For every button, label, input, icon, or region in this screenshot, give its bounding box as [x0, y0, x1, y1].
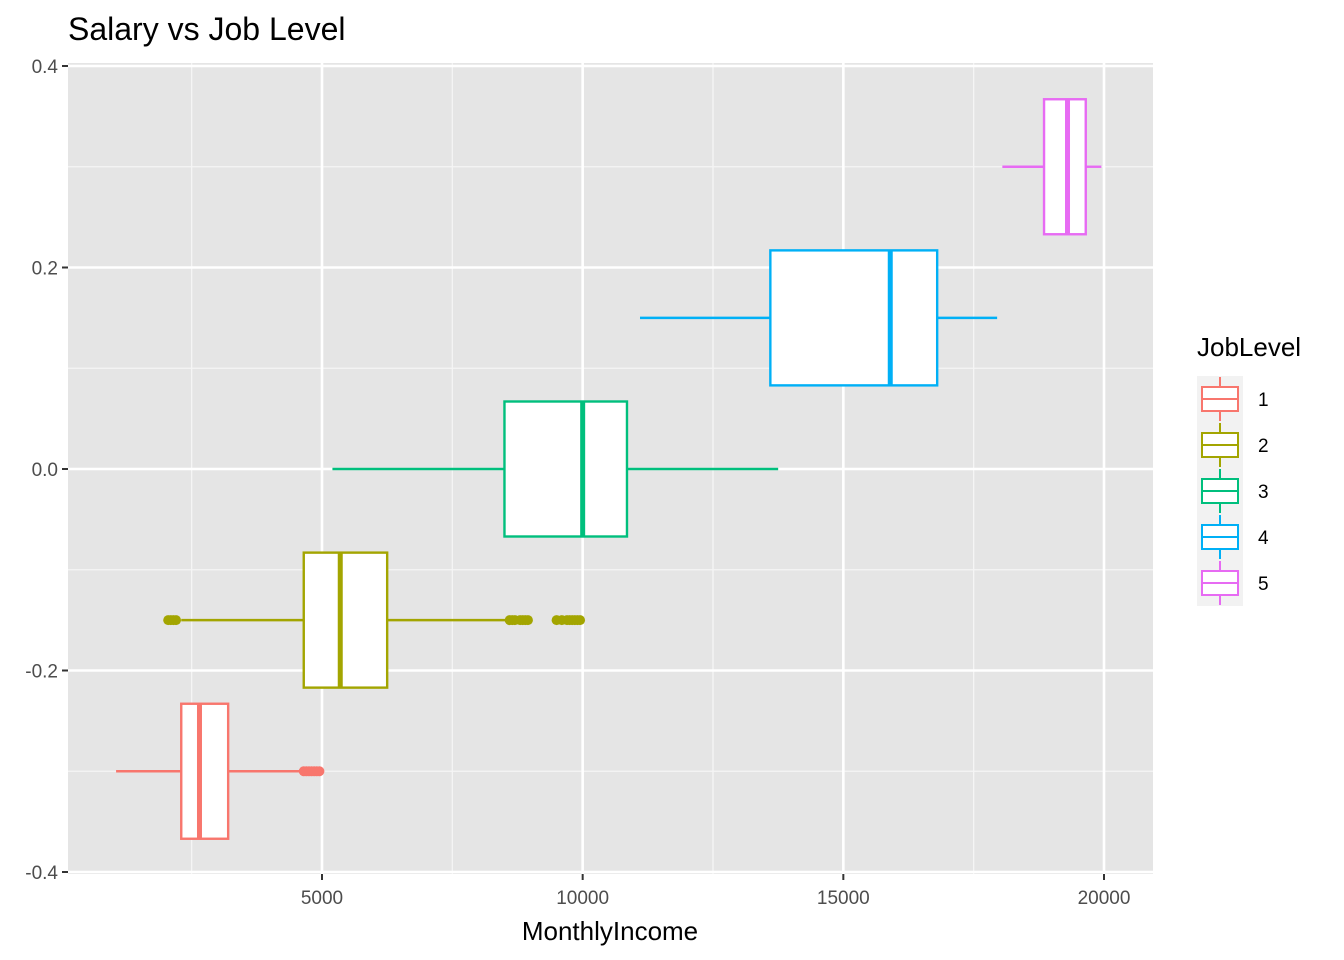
legend-key-3	[1201, 469, 1239, 513]
y-tick-label: 0.0	[32, 460, 58, 481]
legend-label-4: 4	[1258, 528, 1269, 549]
legend-key-5	[1201, 561, 1239, 605]
outlier-point	[575, 615, 586, 626]
x-tick-label: 20000	[1078, 888, 1131, 909]
boxplot-joblevel-5	[1002, 98, 1102, 236]
legend-key-2	[1201, 423, 1239, 467]
box	[503, 400, 629, 538]
boxplot-joblevel-4	[640, 249, 998, 387]
box	[180, 702, 230, 840]
boxplot-joblevel-3	[332, 400, 779, 538]
outlier-point	[522, 615, 533, 626]
outlier-point	[171, 615, 182, 626]
box	[769, 249, 939, 387]
x-axis: 5000 10000 15000 20000	[301, 874, 1131, 909]
legend-label-1: 1	[1258, 390, 1269, 411]
boxplot-joblevel-1	[116, 702, 325, 840]
box	[1042, 98, 1087, 236]
x-tick-label: 10000	[556, 888, 609, 909]
legend-label-2: 2	[1258, 436, 1269, 457]
chart-title: Salary vs Job Level	[68, 11, 345, 47]
y-tick-label: -0.4	[25, 863, 58, 884]
y-tick-label: 0.2	[32, 259, 58, 280]
x-tick-label: 15000	[817, 888, 870, 909]
boxplots	[116, 98, 1102, 840]
y-tick-label: -0.2	[25, 662, 58, 683]
legend: JobLevel 1 2 3 4 5	[1197, 332, 1301, 606]
outlier-point	[314, 766, 325, 777]
x-axis-title: MonthlyIncome	[522, 916, 698, 946]
legend-key-4	[1201, 515, 1239, 559]
y-axis: -0.4 -0.2 0.0 0.2 0.4	[25, 57, 68, 884]
boxplot-joblevel-2	[163, 551, 586, 689]
box	[302, 551, 389, 689]
legend-title: JobLevel	[1197, 332, 1301, 362]
legend-label-3: 3	[1258, 482, 1269, 503]
legend-key-1	[1201, 377, 1239, 421]
y-tick-label: 0.4	[32, 57, 59, 78]
legend-label-5: 5	[1258, 574, 1269, 595]
x-tick-label: 5000	[301, 888, 343, 909]
